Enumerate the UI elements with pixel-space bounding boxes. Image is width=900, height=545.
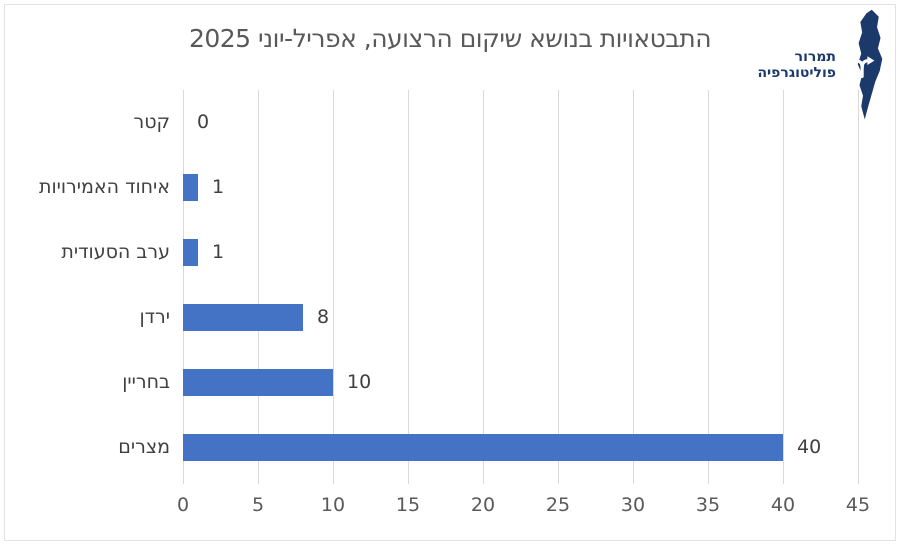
x-axis-tick-label: 35 [695, 494, 721, 516]
gridline [857, 90, 859, 484]
x-axis-tick-label: 25 [545, 494, 571, 516]
value-label: 1 [212, 241, 225, 263]
value-label: 1 [212, 176, 225, 198]
bar [183, 304, 303, 331]
value-label: 10 [347, 371, 372, 393]
logo-text-line1: תמרור [794, 48, 836, 65]
gridline [482, 90, 484, 484]
gridline [182, 90, 184, 484]
x-axis-tick-label: 20 [470, 494, 496, 516]
value-label: 8 [317, 306, 330, 328]
x-axis-tick-label: 0 [176, 494, 190, 516]
chart-title: התבטאויות בנושא שיקום הרצועה, אפריל-יוני… [188, 24, 712, 53]
gridline [332, 90, 334, 484]
value-label: 0 [197, 111, 210, 133]
x-axis-tick-label: 5 [251, 494, 265, 516]
x-axis-tick-label: 45 [845, 494, 871, 516]
x-axis-tick-label: 30 [620, 494, 646, 516]
gridline [407, 90, 409, 484]
category-label: איחוד האמירויות [38, 176, 170, 198]
category-label: ירדן [139, 306, 170, 328]
gridline [707, 90, 709, 484]
israel-map-icon [849, 9, 883, 120]
logo-text: תמרור פוליטוגרפיה [757, 49, 836, 81]
value-label: 40 [797, 436, 822, 458]
gridline [782, 90, 784, 484]
x-axis-tick-label: 40 [770, 494, 796, 516]
category-label: קטר [133, 111, 170, 133]
gridline [257, 90, 259, 484]
bar [183, 174, 198, 201]
x-axis-tick-label: 10 [320, 494, 346, 516]
logo-text-line2: פוליטוגרפיה [757, 65, 836, 81]
bar [183, 239, 198, 266]
bar [183, 434, 783, 461]
gridline [557, 90, 559, 484]
category-label: ערב הסעודית [61, 241, 170, 263]
category-label: מצרים [118, 436, 170, 458]
bar [183, 369, 333, 396]
x-axis-tick-label: 15 [395, 494, 421, 516]
tamrur-politografia-logo: תמרור פוליטוגרפיה [757, 8, 890, 122]
gridline [632, 90, 634, 484]
category-label: בחריין [122, 371, 170, 393]
